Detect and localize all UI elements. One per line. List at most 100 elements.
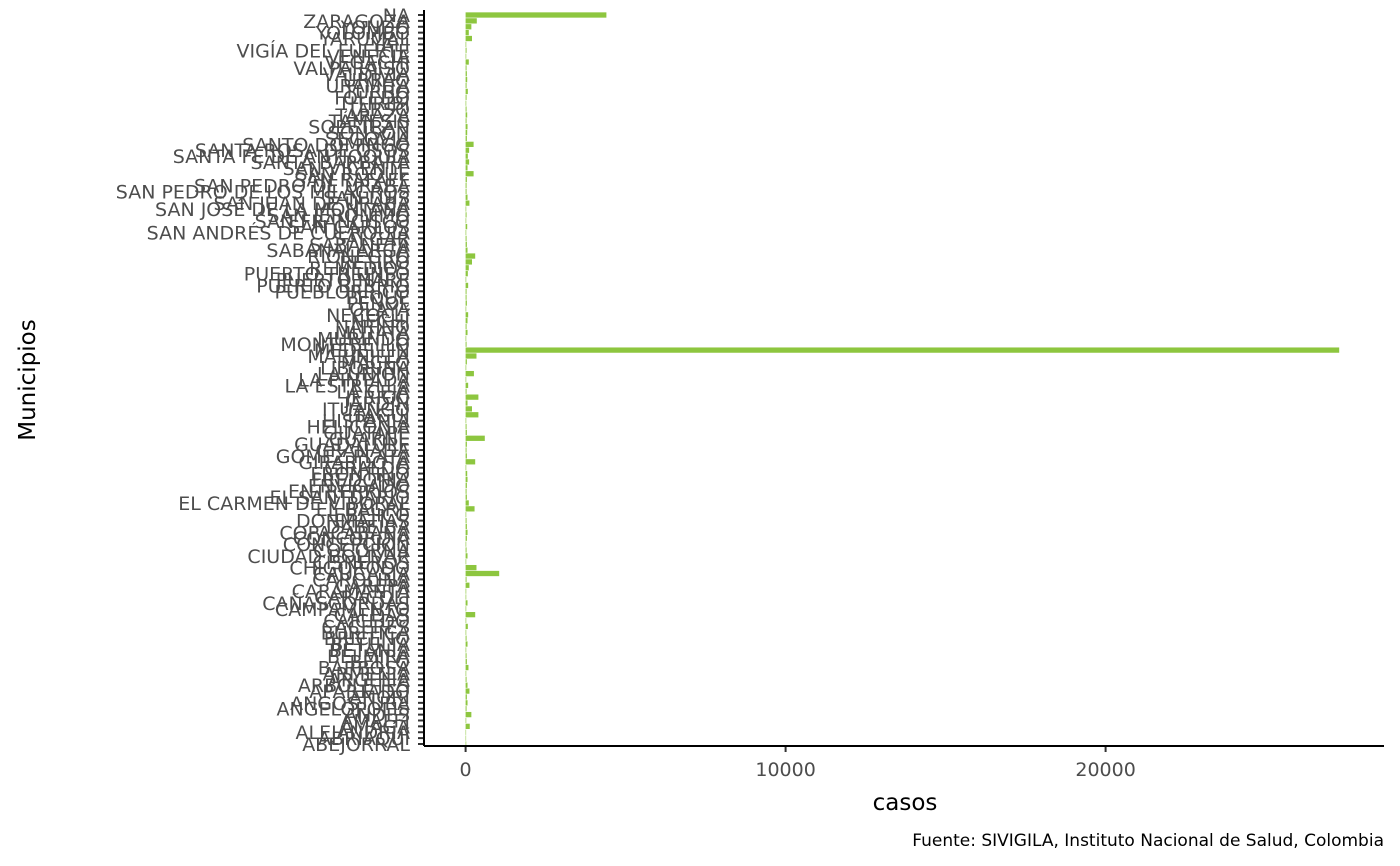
bar [465, 259, 472, 265]
y-tick-label: BETANIA [329, 640, 410, 662]
chart-caption: Fuente: SIVIGILA, Instituto Nacional de … [912, 831, 1384, 851]
bar [465, 553, 468, 559]
y-tick-label: YALÍ [370, 33, 411, 56]
y-tick-label: BURITICÁ [321, 621, 410, 644]
bar [465, 71, 467, 77]
bar [465, 59, 469, 65]
bar [465, 206, 467, 212]
y-tick-label: BELLO [350, 652, 411, 674]
y-tick-label: CAMPAMENTO [275, 599, 410, 621]
y-tick-label: SABANETA [309, 234, 410, 256]
bar [465, 659, 467, 665]
bar [465, 588, 467, 594]
y-tick-label: GIRALDO [324, 458, 410, 480]
y-tick-label: TARAZÁ [334, 104, 410, 127]
bar [465, 306, 467, 312]
y-tick-label: NECHÍ [351, 310, 411, 333]
y-tick-label: SANTA ROSA DE OSOS [195, 140, 410, 162]
bar [465, 200, 470, 206]
y-tick-label: COPACABANA [279, 522, 410, 544]
bar [465, 353, 477, 359]
bar [465, 594, 467, 600]
y-tick-label: SAN FRANCISCO [255, 211, 410, 233]
bar [465, 147, 470, 153]
y-tick-label: MARINILLA [307, 346, 410, 368]
y-tick-label: ARBOLETES [298, 675, 410, 697]
bar [465, 312, 469, 318]
bar [465, 635, 467, 641]
bar [465, 441, 467, 447]
y-tick-labels: ABEJORRALABRIAQUÍALEJANDRÍAAMAGÁAMALFIAN… [116, 5, 411, 756]
y-tick-label: CARAMANTA [292, 581, 410, 603]
bar [465, 482, 467, 488]
bar [465, 77, 468, 83]
y-tick-label: CÁCERES [322, 615, 410, 638]
y-tick-label: PEÑOL [347, 292, 411, 315]
bar [465, 529, 468, 536]
bars-layer [465, 12, 1340, 747]
y-tick-label: PUERTO BERRÍO [256, 274, 410, 297]
bar [465, 435, 485, 441]
y-tick-label: MACEO [341, 352, 410, 374]
x-ticks: 0 10000 20000 [460, 746, 1136, 781]
y-tick-label: SAN PEDRO DE URABÁ [194, 174, 410, 197]
y-tick-label: ABRIAQUÍ [318, 727, 410, 750]
y-tick-label: DONMATÍAS [296, 510, 410, 533]
bar [465, 406, 472, 412]
bar [465, 24, 472, 30]
y-tick-label: GUATAPÉ [323, 421, 410, 444]
y-tick-label: VALPARAÍSO [293, 57, 410, 80]
y-tick-label: SAN PEDRO DE LOS MILAGROS [116, 181, 410, 203]
y-tick-label: SAN RAFAEL [294, 170, 410, 192]
y-tick-label: BRICEÑO [324, 627, 410, 650]
bar [465, 717, 467, 724]
y-tick-label: ARMENIA [323, 663, 410, 685]
y-tick-label: SAN JERÓNIMO [267, 203, 410, 227]
bar [465, 600, 468, 606]
y-tick-label: PUEBLORRICO [275, 281, 411, 303]
bar [465, 88, 468, 95]
bar [465, 323, 467, 330]
y-tick-label: REMEDIOS [309, 258, 410, 280]
bar [465, 247, 468, 253]
bar [465, 664, 469, 671]
bar [465, 276, 467, 283]
y-tick-label: ANGELÓPOLIS [277, 697, 410, 721]
bar [465, 265, 469, 271]
y-tick-label: GÓMEZ PLATA [276, 444, 410, 468]
y-tick-label: GUARNE [329, 428, 410, 450]
y-tick-label: YARUMAL [319, 29, 411, 51]
y-tick-label: ENTRERRÍOS [288, 480, 410, 503]
bar [465, 335, 467, 341]
y-tick-label: MURINDÓ [317, 326, 410, 350]
y-tick-label: LA PINTADA [298, 370, 410, 392]
y-tick-label: ALEJANDRÍA [295, 721, 410, 744]
y-tick-label: SALGAR [333, 228, 410, 250]
bar [465, 171, 474, 177]
bar [465, 418, 467, 424]
bar [465, 535, 467, 541]
bar [465, 318, 468, 324]
bar [465, 41, 467, 48]
y-tick-label: SEGOVIA [325, 128, 410, 150]
y-tick-label: SAN JOSÉ DE LA MONTAÑA [155, 198, 410, 221]
y-tick-label: DABEIBA [326, 516, 410, 538]
bar [465, 429, 467, 436]
bar [465, 94, 467, 100]
bar [465, 559, 467, 565]
y-tick-label: ARGELIA [328, 669, 410, 691]
y-tick-label: CAUCASIA [313, 564, 410, 586]
x-axis-title: casos [873, 790, 938, 816]
y-tick-label: FRONTINO [310, 464, 410, 486]
bar [465, 564, 477, 571]
bar [465, 453, 467, 459]
y-tick-label: ANDES [344, 705, 410, 727]
y-tick-label: ENVIGADO [308, 475, 410, 497]
bar [465, 53, 467, 59]
y-tick-label: EL SANTUARIO [269, 487, 410, 509]
bar [465, 370, 474, 377]
y-tick-label: ITAGÜÍ [347, 404, 410, 427]
y-tick-label: ANGOSTURA [290, 693, 410, 715]
bar [465, 182, 467, 189]
y-tick-label: CALDAS [334, 605, 410, 627]
